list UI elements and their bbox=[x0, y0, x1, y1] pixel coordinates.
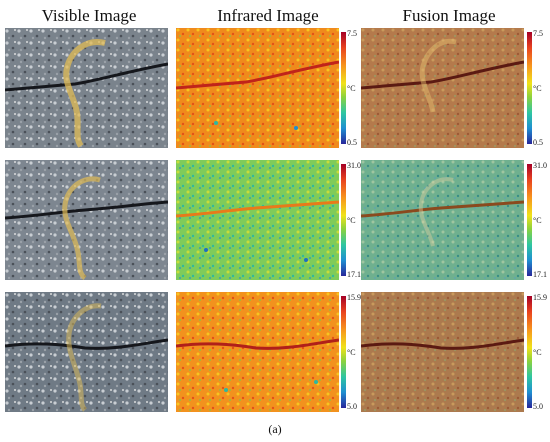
title-infrared: Infrared Image bbox=[217, 6, 319, 25]
colorbar-infrared-2 bbox=[341, 164, 346, 276]
colorbar-max-infrared-3: 15.9 bbox=[347, 293, 361, 302]
colorbar-fusion-2 bbox=[527, 164, 532, 276]
colorbar-min-infrared-1: 0.5 bbox=[347, 138, 357, 147]
colorbar-max-fusion-3: 15.9 bbox=[533, 293, 547, 302]
colorbar-unit-fusion-2: °C bbox=[533, 216, 542, 225]
colorbar-infrared-3 bbox=[341, 296, 346, 408]
colorbar-unit-infrared-2: °C bbox=[347, 216, 356, 225]
colorbar-min-infrared-2: 17.1 bbox=[347, 270, 361, 279]
infrared-image-1 bbox=[176, 28, 339, 148]
fusion-image-2 bbox=[361, 160, 524, 280]
colorbar-unit-fusion-3: °C bbox=[533, 348, 542, 357]
colorbar-min-fusion-3: 5.0 bbox=[533, 402, 543, 411]
colorbar-fusion-3 bbox=[527, 296, 532, 408]
infrared-image-3 bbox=[176, 292, 339, 412]
colorbar-max-fusion-1: 7.5 bbox=[533, 29, 543, 38]
fusion-image-3 bbox=[361, 292, 524, 412]
colorbar-max-infrared-1: 7.5 bbox=[347, 29, 357, 38]
colorbar-max-infrared-2: 31.0 bbox=[347, 161, 361, 170]
colorbar-min-fusion-1: 0.5 bbox=[533, 138, 543, 147]
title-fusion: Fusion Image bbox=[402, 6, 496, 25]
colorbar-min-fusion-2: 17.1 bbox=[533, 270, 547, 279]
figure-caption: (a) bbox=[268, 422, 282, 436]
colorbar-fusion-1 bbox=[527, 32, 532, 144]
fusion-image-1 bbox=[361, 28, 524, 148]
visible-image-2 bbox=[5, 160, 168, 280]
title-visible: Visible Image bbox=[41, 6, 137, 25]
visible-image-1 bbox=[5, 28, 168, 148]
infrared-image-2 bbox=[176, 160, 339, 280]
colorbar-max-fusion-2: 31.0 bbox=[533, 161, 547, 170]
colorbar-infrared-1 bbox=[341, 32, 346, 144]
colorbar-unit-fusion-1: °C bbox=[533, 84, 542, 93]
colorbar-unit-infrared-3: °C bbox=[347, 348, 356, 357]
visible-image-3 bbox=[5, 292, 168, 412]
colorbar-unit-infrared-1: °C bbox=[347, 84, 356, 93]
colorbar-min-infrared-3: 5.0 bbox=[347, 402, 357, 411]
